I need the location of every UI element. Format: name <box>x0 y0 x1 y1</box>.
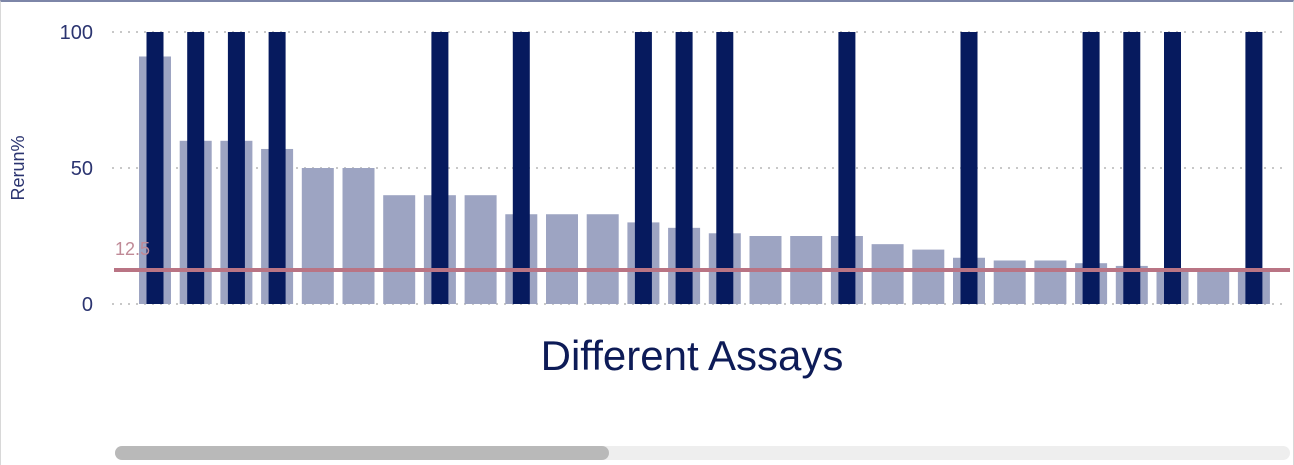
highlight-bar <box>187 32 205 304</box>
highlight-bar <box>634 32 652 304</box>
highlight-bar <box>675 32 693 304</box>
reference-line-label: 12.5 <box>115 239 150 259</box>
bar <box>301 168 334 304</box>
y-tick-label: 50 <box>71 158 93 180</box>
highlight-bar <box>1164 32 1181 304</box>
horizontal-scrollbar[interactable] <box>115 446 1290 460</box>
highlight-bar <box>146 32 164 304</box>
highlight-bar <box>1082 32 1100 304</box>
highlight-bar <box>960 32 978 304</box>
highlight-bar <box>431 32 449 304</box>
bar <box>383 195 416 304</box>
bar <box>586 214 619 304</box>
highlight-bar <box>1245 32 1263 304</box>
bar <box>546 214 578 304</box>
y-axis-label: Rerun% <box>8 135 28 200</box>
highlight-bars <box>146 32 1263 304</box>
reference-line-group: 12.5 <box>114 239 1290 272</box>
scrollbar-thumb[interactable] <box>115 446 609 460</box>
bar <box>464 195 497 304</box>
bar <box>912 249 945 304</box>
highlight-bar <box>512 32 530 304</box>
y-axis: 0 50 100 Rerun% <box>8 22 93 316</box>
highlight-bar <box>1123 32 1141 304</box>
highlight-bar <box>838 32 856 304</box>
highlight-bar <box>227 32 245 304</box>
y-tick-label: 100 <box>60 22 93 44</box>
bar <box>871 244 904 304</box>
y-tick-label: 0 <box>82 294 93 316</box>
highlight-bar <box>716 32 734 304</box>
bar <box>993 260 1026 304</box>
bar <box>342 168 375 304</box>
bar <box>1034 260 1067 304</box>
highlight-bar <box>268 32 286 304</box>
bar <box>1197 271 1230 304</box>
rerun-percent-bars <box>139 56 1270 305</box>
